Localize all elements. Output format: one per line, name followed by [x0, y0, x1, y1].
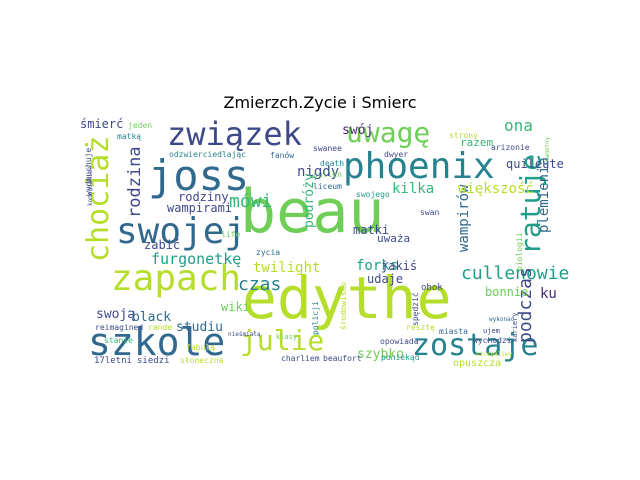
- word-49: fanów: [270, 150, 294, 160]
- word-23: twilight: [253, 260, 320, 276]
- word-83: spędzić: [410, 292, 420, 326]
- word-75: kariery: [511, 312, 519, 342]
- word-81: rande: [148, 323, 172, 332]
- word-0: beau: [240, 177, 385, 247]
- word-21: mówi: [229, 191, 272, 212]
- word-22: czas: [238, 274, 281, 295]
- word-68: opuszcza: [453, 358, 501, 369]
- word-61: klasy: [276, 333, 297, 341]
- word-20: rodziny: [178, 190, 229, 204]
- word-58: reimagined: [95, 323, 143, 332]
- word-70: beaufort: [323, 354, 362, 363]
- word-13: cullenowie: [461, 263, 569, 284]
- word-57: cullen: [313, 170, 342, 179]
- word-14: furgonetkę: [151, 250, 241, 268]
- word-86: nieśmiałą: [228, 331, 261, 338]
- word-50: death: [320, 159, 344, 168]
- word-28: razem: [460, 136, 493, 149]
- word-3: joss: [148, 151, 249, 200]
- word-43: matki: [353, 223, 389, 237]
- word-40: wiki: [221, 300, 250, 314]
- word-71: 17letni: [94, 356, 132, 366]
- word-80: zycia: [256, 248, 280, 257]
- word-30: plemienia: [536, 157, 552, 233]
- word-cloud-background: [80, 117, 560, 357]
- word-55: swojego: [356, 190, 390, 199]
- word-39: studiu: [176, 320, 223, 335]
- word-37: swoją: [96, 307, 135, 322]
- word-54: liceum: [313, 182, 342, 191]
- word-63: środowisko: [338, 282, 348, 330]
- word-41: szybko: [357, 347, 404, 362]
- word-76: biologii: [515, 232, 524, 271]
- word-32: forks: [356, 258, 398, 274]
- word-33: jakiś: [381, 259, 417, 273]
- word-73: słoneczna: [180, 356, 224, 365]
- word-6: zapach: [111, 258, 241, 299]
- word-29: quileute: [506, 157, 564, 171]
- chart-title: Zmierzch.Zycie i Smierc: [223, 93, 417, 112]
- word-4: związek: [167, 115, 302, 153]
- word-1: edythe: [242, 264, 452, 332]
- word-36: bonnie: [485, 285, 528, 299]
- word-67: poniekąd: [381, 353, 420, 362]
- word-59: stanie: [104, 336, 133, 345]
- word-25: wampirów: [456, 184, 472, 252]
- word-52: arizonie: [491, 143, 530, 152]
- word-47: jeden: [128, 121, 152, 130]
- word-10: chociaż: [81, 136, 116, 262]
- word-46: matką: [117, 132, 141, 141]
- word-38: black: [132, 310, 171, 325]
- word-77: wydmuchuje: [84, 148, 93, 196]
- word-35: ku: [540, 286, 557, 302]
- word-16: swój: [342, 123, 373, 138]
- word-45: śmierć: [80, 117, 123, 131]
- word-78: ujem: [483, 327, 500, 335]
- word-5: swojej: [116, 211, 246, 252]
- word-18: nigdy: [297, 164, 339, 180]
- word-26: kilka: [392, 181, 434, 197]
- word-17: rodzina: [125, 146, 145, 218]
- word-87: szczęśliwy: [476, 351, 513, 358]
- word-19: wampirami: [167, 201, 232, 215]
- word-31: podróży: [302, 173, 317, 228]
- word-74: wychodzi: [473, 336, 512, 345]
- word-65: miasta: [439, 327, 468, 336]
- word-8: zostaje: [412, 328, 538, 363]
- word-66: opowiada: [380, 337, 419, 346]
- word-24: podczas: [515, 267, 536, 343]
- word-11: ratuje: [514, 154, 547, 255]
- word-82: obok: [421, 283, 443, 293]
- word-72: siedzi: [137, 356, 170, 366]
- word-44: uważa: [377, 232, 410, 245]
- word-15: ona: [504, 116, 533, 135]
- word-12: julie: [240, 324, 324, 357]
- word-2: phoenix: [343, 146, 495, 187]
- word-88: samotny: [544, 136, 551, 162]
- word-7: szkole: [88, 320, 225, 364]
- word-89: wykonać: [489, 316, 515, 323]
- word-60: fabułą: [186, 343, 215, 352]
- word-42: zabić: [144, 238, 180, 252]
- word-84: swanee: [313, 144, 342, 153]
- word-51: dwyer: [384, 150, 408, 159]
- word-34: udaje: [367, 272, 403, 286]
- word-53: strony: [449, 131, 478, 140]
- word-27: większość: [458, 181, 534, 197]
- word-62: policji: [311, 301, 320, 335]
- word-79: life: [221, 230, 240, 239]
- word-9: uwagę: [346, 116, 430, 149]
- word-85: komendanien: [87, 166, 94, 206]
- word-64: resztę: [406, 323, 435, 332]
- word-69: charliem: [281, 354, 320, 363]
- word-48: odzwierciedlając: [169, 150, 246, 159]
- word-56: swan: [420, 208, 439, 217]
